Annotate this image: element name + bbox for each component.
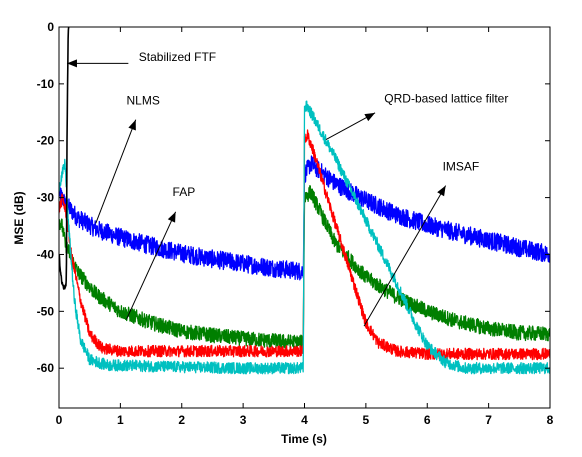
annotation-arrowhead-qrd [364, 112, 376, 122]
annotations: Stabilized FTF NLMS FAP QRD-based lattice f… [66, 50, 508, 327]
annotation-label-ftf: Stabilized FTF [139, 50, 216, 64]
annotation-arrowhead-imsaf [437, 185, 446, 197]
y-tick-label: -50 [37, 304, 55, 318]
x-tick-label: 5 [363, 413, 370, 427]
annotation-arrow-fap [126, 211, 177, 320]
annotation-arrow-imsaf [363, 185, 447, 327]
annotation-label-nlms: NLMS [127, 93, 160, 107]
axis-ticks: 0 1 2 3 4 5 6 7 8 0 -10 -20 -30 -40 -50 -60 [37, 20, 554, 427]
x-tick-label: 2 [178, 413, 185, 427]
y-tick-label: -60 [37, 361, 55, 375]
annotation-arrow-nlms [95, 119, 137, 224]
y-tick-label: 0 [47, 20, 54, 34]
annotation-arrowhead-fap [167, 211, 176, 223]
x-tick-label: 1 [117, 413, 124, 427]
annotation-label-qrd: QRD-based lattice filter [384, 92, 508, 106]
annotation-arrowhead-ftf [66, 59, 77, 68]
x-tick-label: 4 [301, 413, 308, 427]
series-line-ftf [59, 27, 70, 290]
x-tick-label: 3 [240, 413, 247, 427]
x-axis-label: Time (s) [281, 432, 327, 446]
y-tick-label: -40 [37, 247, 55, 261]
y-tick-label: -30 [37, 191, 55, 205]
x-tick-label: 0 [56, 413, 63, 427]
annotation-label-fap: FAP [173, 185, 196, 199]
y-tick-label: -10 [37, 77, 55, 91]
annotation-label-imsaf: IMSAF [443, 159, 480, 173]
y-axis-label: MSE (dB) [12, 191, 26, 244]
series-line-qrd [59, 100, 550, 375]
x-tick-label: 7 [485, 413, 492, 427]
y-tick-label: -20 [37, 134, 55, 148]
x-tick-label: 6 [424, 413, 431, 427]
x-tick-label: 8 [547, 413, 554, 427]
series-layer [59, 27, 550, 375]
annotation-arrowhead-nlms [128, 119, 136, 131]
